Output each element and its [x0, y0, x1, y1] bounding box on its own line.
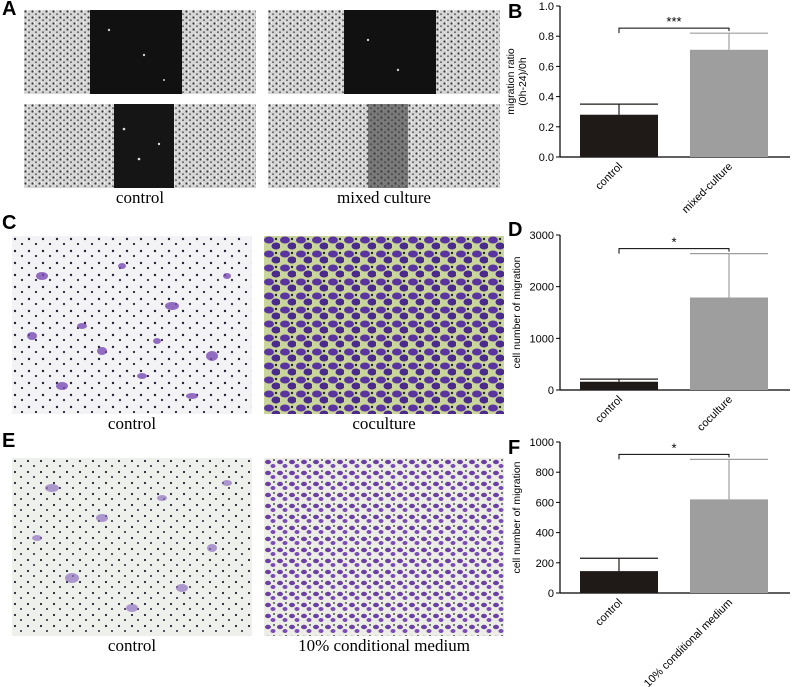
x-tick-label-0: control: [593, 597, 625, 629]
y-tick-label: 1.0: [539, 1, 554, 13]
y-tick-label: 400: [536, 528, 554, 540]
y-tick-label: 2000: [530, 282, 554, 294]
bar-1: [690, 297, 768, 390]
y-tick-label: 0.6: [539, 61, 554, 73]
x-tick-label-1: mixed-culture: [680, 161, 735, 216]
significance-label: *: [671, 235, 676, 250]
caption-c-control: control: [107, 414, 157, 433]
y-axis-label: migration ratio: [505, 48, 517, 115]
y-tick-label: 1000: [530, 333, 554, 345]
y-tick-label: 0.4: [539, 92, 554, 104]
y-tick-label: 200: [536, 558, 554, 570]
panel-letter-c: C: [2, 212, 17, 234]
caption-a-control: control: [115, 188, 165, 207]
bar-0: [580, 571, 658, 593]
y-tick-label: 600: [536, 497, 554, 509]
y-tick-label: 800: [536, 467, 554, 479]
scratch-image-control-0h: [24, 10, 256, 94]
significance-label: ***: [666, 14, 681, 29]
y-axis-label: cell number of migration: [511, 256, 523, 368]
y-axis-label: cell number of migration: [511, 461, 523, 573]
scratch-image-control-24h: [24, 104, 256, 188]
bar-1: [690, 49, 768, 157]
panel-letter-d: D: [508, 219, 522, 241]
y-axis-label: (0h-24)/0h: [517, 57, 529, 106]
panel-letter-b: B: [508, 1, 522, 23]
y-tick-label: 1000: [530, 437, 554, 449]
significance-label: *: [671, 440, 676, 455]
transwell-image-control: [12, 236, 252, 414]
transwell-image-coculture: [264, 236, 504, 414]
scratch-image-mixed-24h: [268, 104, 500, 188]
y-tick-label: 0: [548, 385, 554, 397]
panel-letter-a: A: [2, 0, 17, 20]
caption-c-coculture: coculture: [352, 414, 416, 433]
x-tick-label-1: 10% conditional medium: [642, 597, 735, 687]
caption-e-control: control: [107, 636, 157, 655]
y-tick-label: 3000: [530, 230, 554, 242]
y-tick-label: 0.8: [539, 31, 554, 43]
chart-f: F 0 200 400 600 800 1000 cell number of migrati…: [508, 437, 790, 687]
caption-e-conditional-medium: 10% conditional medium: [298, 636, 470, 655]
transwell-image-conditional-medium: [264, 458, 504, 636]
panel-letter-f: F: [508, 437, 520, 459]
y-tick-label: 0: [548, 588, 554, 600]
scratch-image-mixed-0h: [268, 10, 500, 94]
caption-a-mixed: mixed culture: [337, 188, 431, 207]
x-tick-label-0: control: [593, 394, 625, 426]
x-tick-label-0: control: [593, 161, 625, 193]
significance-bracket: [618, 248, 730, 254]
bar-1: [690, 499, 768, 593]
y-tick-label: 0.2: [539, 122, 554, 134]
bar-0: [580, 381, 658, 390]
x-tick-label-1: coculture: [695, 394, 735, 434]
significance-bracket: [618, 27, 730, 34]
bar-0: [580, 114, 658, 157]
y-tick-label: 0.0: [539, 152, 554, 164]
transwell-image-control-e: [12, 458, 252, 636]
chart-d: D 0 1000 2000 3000 cell number of migration co…: [508, 219, 790, 434]
panel-letter-e: E: [2, 430, 16, 452]
significance-bracket: [618, 453, 730, 460]
chart-b: B 0.0 0.2 0.4 0.6 0.8 1.0 migration ratio (0h-24…: [505, 1, 790, 216]
